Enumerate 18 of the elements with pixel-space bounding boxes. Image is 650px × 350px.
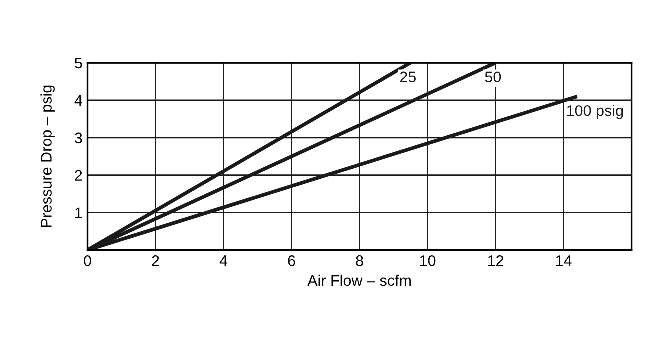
x-tick-label: 0	[84, 256, 92, 266]
y-tick-label: 5	[75, 58, 82, 69]
x-tick-label: 4	[220, 256, 228, 266]
x-tick-label: 14	[556, 256, 572, 266]
x-tick-label: 10	[420, 256, 436, 266]
y-axis-title: Pressure Drop – psig	[40, 86, 55, 228]
x-tick-label: 12	[488, 256, 504, 266]
x-axis-title: Air Flow – scfm	[308, 274, 411, 286]
x-tick-label: 8	[356, 256, 364, 266]
y-tick-label: 2	[75, 170, 82, 181]
y-tick-label: 3	[74, 132, 82, 144]
series-label: 50	[485, 72, 502, 83]
series-label: 100 psig	[567, 105, 624, 120]
x-tick-label: 2	[152, 256, 160, 266]
series-label: 25	[400, 72, 416, 83]
x-tick-label: 6	[288, 256, 296, 266]
y-tick-label: 4	[74, 95, 82, 106]
y-tick-label: 1	[76, 208, 82, 218]
